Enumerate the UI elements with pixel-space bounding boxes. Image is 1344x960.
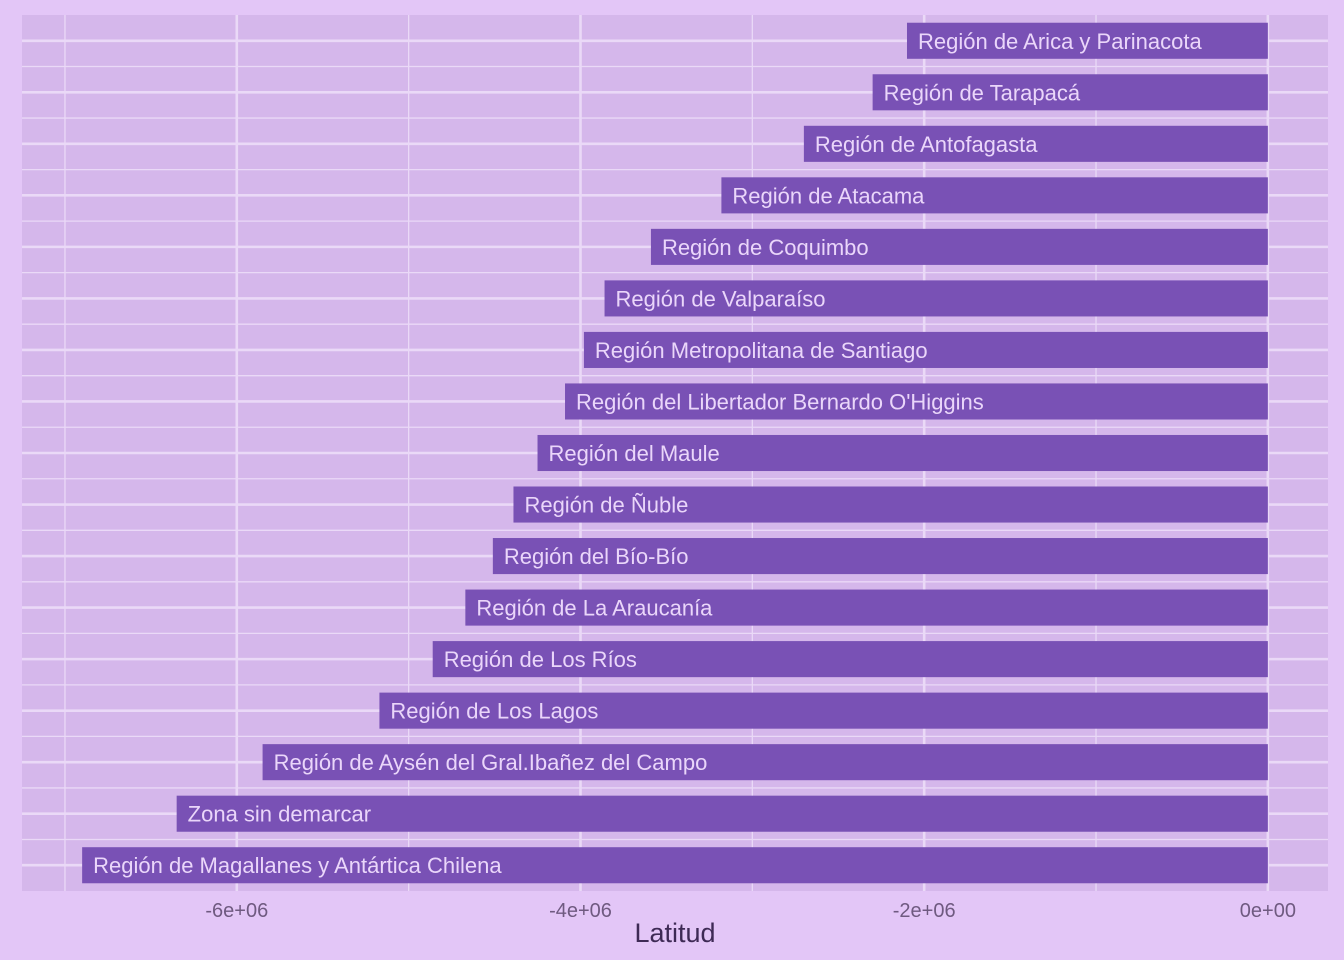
bar: [872, 74, 1268, 111]
bar-label: Región del Maule: [549, 441, 720, 466]
bar: [583, 331, 1268, 368]
bar-label: Región de Atacama: [732, 183, 925, 208]
bar: [465, 589, 1268, 626]
bar-label: Región de Valparaíso: [616, 286, 826, 311]
bar: [379, 692, 1268, 729]
bar: [176, 795, 1268, 832]
bar-labels: Región de Arica y Parinacota Región de Ta…: [93, 29, 1202, 878]
x-tick-label: -2e+06: [893, 900, 956, 922]
bar: [82, 847, 1268, 884]
bar-label: Región de La Araucanía: [476, 596, 713, 621]
bar: [513, 486, 1268, 523]
bar-label: Región de Aysén del Gral.Ibañez del Camp…: [274, 750, 708, 775]
bar-label: Región de Coquimbo: [662, 235, 869, 260]
bar: [650, 228, 1268, 265]
bar-label: Región de Los Lagos: [390, 699, 598, 724]
bar: [262, 744, 1268, 781]
bar-label: Región de Tarapacá: [884, 80, 1081, 105]
bar: [906, 22, 1268, 59]
x-axis-ticks: -6e+06 -4e+06 -2e+06 0e+00: [205, 900, 1296, 922]
bar: [492, 538, 1268, 575]
bar-label: Región de Arica y Parinacota: [918, 29, 1202, 54]
bar-label: Región de Ñuble: [524, 493, 688, 518]
bars: [82, 22, 1268, 884]
bar: [537, 434, 1268, 472]
x-tick-label: 0e+00: [1240, 900, 1296, 922]
bar: [432, 641, 1268, 678]
bar: [604, 280, 1268, 317]
bar-label: Zona sin demarcar: [188, 802, 371, 827]
bar: [721, 177, 1268, 214]
bar-label: Región de Antofagasta: [815, 132, 1038, 157]
x-tick-label: -4e+06: [549, 900, 612, 922]
bar-label: Región del Libertador Bernardo O'Higgins: [576, 389, 984, 414]
x-tick-label: -6e+06: [205, 900, 268, 922]
bar: [565, 383, 1268, 420]
bar-label: Región Metropolitana de Santiago: [595, 338, 928, 363]
bar-label: Región de Magallanes y Antártica Chilena: [93, 853, 502, 878]
bar: [803, 125, 1268, 162]
x-axis-title: Latitud: [634, 918, 715, 948]
grid-minor: [22, 15, 1328, 891]
bar-label: Región de Los Ríos: [444, 647, 637, 672]
bar-label: Región del Bío-Bío: [504, 544, 689, 569]
